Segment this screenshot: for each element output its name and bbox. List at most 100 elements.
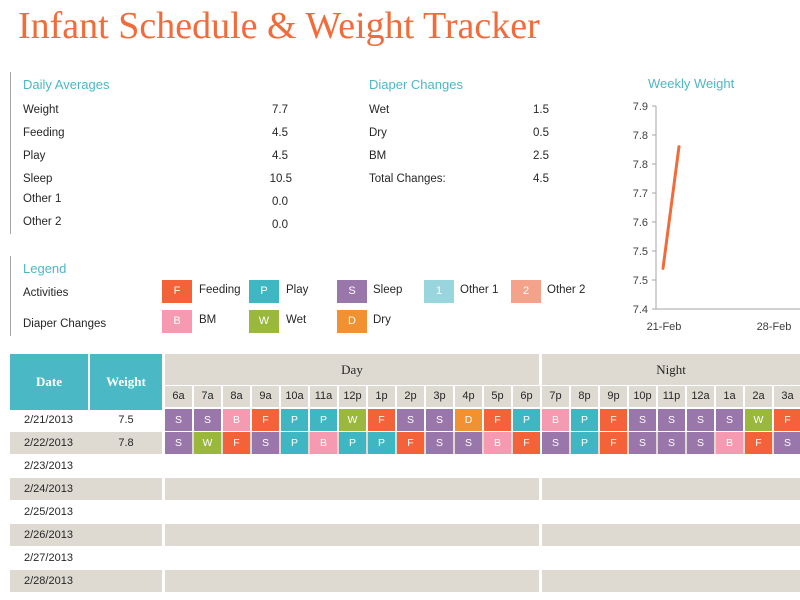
activity-cell[interactable]: F <box>745 432 772 454</box>
activity-cell[interactable]: F <box>600 409 627 431</box>
activity-cell[interactable]: B <box>310 432 337 454</box>
hour-header-cell: 5p <box>484 386 511 407</box>
row-stripe <box>10 478 162 500</box>
dry-swatch: D <box>337 310 367 333</box>
diaper-changes-title: Diaper Changes <box>369 77 463 92</box>
hour-header-cell: 6a <box>165 386 192 407</box>
activity-cell[interactable]: S <box>165 432 192 454</box>
activity-cell[interactable]: S <box>629 432 656 454</box>
hour-header-cell: 3a <box>774 386 800 407</box>
activity-cell[interactable]: S <box>687 432 714 454</box>
activity-cell[interactable]: S <box>194 409 221 431</box>
date-cell[interactable]: 2/27/2013 <box>24 552 73 564</box>
avg-value: 0.0 <box>272 219 288 231</box>
activity-cell[interactable]: S <box>397 409 424 431</box>
y-tick-label: 7.8 <box>633 159 648 171</box>
date-cell[interactable]: 2/25/2013 <box>24 506 73 518</box>
daily-averages-title: Daily Averages <box>23 77 110 92</box>
activity-cell[interactable]: W <box>194 432 221 454</box>
activity-cell[interactable]: S <box>426 409 453 431</box>
avg-value: 4.5 <box>272 150 288 162</box>
diaper-label: BM <box>369 150 387 162</box>
row-stripe <box>10 570 162 592</box>
avg-value: 7.7 <box>272 104 288 116</box>
activity-cell[interactable]: S <box>252 432 279 454</box>
activity-cell[interactable]: S <box>629 409 656 431</box>
activity-cell[interactable]: P <box>368 432 395 454</box>
date-column-header: Date <box>10 354 88 410</box>
activity-cell[interactable]: B <box>716 432 743 454</box>
avg-label: Other 2 <box>23 216 62 228</box>
weekly-weight-chart: 7.9 7.8 7.8 7.7 7.6 7.5 7.5 7.4 21-Feb 28-Feb <box>633 101 800 333</box>
y-tick-label: 7.5 <box>633 275 648 287</box>
weight-cell[interactable] <box>90 455 162 477</box>
row-stripe <box>10 432 162 454</box>
activity-cell[interactable]: F <box>252 409 279 431</box>
activity-cell[interactable]: B <box>223 409 250 431</box>
diaper-label: Dry <box>369 127 387 139</box>
activity-cell[interactable]: S <box>455 432 482 454</box>
activity-cell[interactable]: P <box>310 409 337 431</box>
weight-cell[interactable] <box>90 547 162 569</box>
activity-cell[interactable]: W <box>745 409 772 431</box>
date-cell[interactable]: 2/22/2013 <box>24 437 73 449</box>
activity-cell[interactable]: B <box>542 409 569 431</box>
activity-cell[interactable]: P <box>571 409 598 431</box>
activity-cell[interactable]: F <box>600 432 627 454</box>
activity-cell[interactable]: S <box>687 409 714 431</box>
y-tick-label: 7.6 <box>633 217 648 229</box>
activity-cell[interactable]: F <box>397 432 424 454</box>
hour-header-cell: 9p <box>600 386 627 407</box>
activity-cell[interactable]: F <box>368 409 395 431</box>
activity-cell[interactable]: S <box>658 409 685 431</box>
weight-cell[interactable] <box>90 524 162 546</box>
diaper-value: 1.5 <box>533 104 549 116</box>
activity-cell[interactable]: S <box>658 432 685 454</box>
activity-cell[interactable]: S <box>774 432 800 454</box>
row-stripe <box>542 478 800 500</box>
date-cell[interactable]: 2/21/2013 <box>24 414 73 426</box>
activity-cell[interactable]: W <box>339 409 366 431</box>
date-cell[interactable]: 2/26/2013 <box>24 529 73 541</box>
activity-cell[interactable]: P <box>281 432 308 454</box>
date-cell[interactable]: 2/23/2013 <box>24 460 73 472</box>
legend-title: Legend <box>23 261 67 276</box>
row-stripe <box>542 524 800 546</box>
weight-cell[interactable] <box>90 570 162 592</box>
hour-header-cell: 7a <box>194 386 221 407</box>
activity-cell[interactable]: P <box>513 409 540 431</box>
hour-header-cell: 10p <box>629 386 656 407</box>
avg-value: 0.0 <box>272 196 288 208</box>
date-cell[interactable]: 2/28/2013 <box>24 575 73 587</box>
legend-label: Play <box>286 284 309 296</box>
activity-cell[interactable]: S <box>426 432 453 454</box>
activity-cell[interactable]: P <box>339 432 366 454</box>
legend-label: Sleep <box>373 284 403 296</box>
activity-cell[interactable]: F <box>223 432 250 454</box>
bm-swatch: B <box>162 310 192 333</box>
legend-activities-label: Activities <box>23 287 69 299</box>
activity-cell[interactable]: F <box>484 409 511 431</box>
activity-cell[interactable]: S <box>165 409 192 431</box>
y-tick-label: 7.8 <box>633 130 648 142</box>
activity-cell[interactable]: S <box>716 409 743 431</box>
activity-cell[interactable]: B <box>484 432 511 454</box>
activity-cell[interactable]: F <box>774 409 800 431</box>
date-cell[interactable]: 2/24/2013 <box>24 483 73 495</box>
row-stripe <box>542 570 800 592</box>
activity-cell[interactable]: P <box>281 409 308 431</box>
activity-cell[interactable]: P <box>571 432 598 454</box>
weight-cell[interactable]: 7.8 <box>118 437 134 449</box>
weight-cell[interactable] <box>90 501 162 523</box>
hour-header-cell: 2p <box>397 386 424 407</box>
row-stripe <box>165 524 539 546</box>
avg-label: Feeding <box>23 127 65 139</box>
avg-value: 10.5 <box>269 173 292 185</box>
weight-cell[interactable]: 7.5 <box>118 414 134 426</box>
weight-cell[interactable] <box>90 478 162 500</box>
row-stripe <box>10 524 162 546</box>
activity-cell[interactable]: F <box>513 432 540 454</box>
activity-cell[interactable]: D <box>455 409 482 431</box>
section-divider <box>10 72 11 234</box>
activity-cell[interactable]: S <box>542 432 569 454</box>
